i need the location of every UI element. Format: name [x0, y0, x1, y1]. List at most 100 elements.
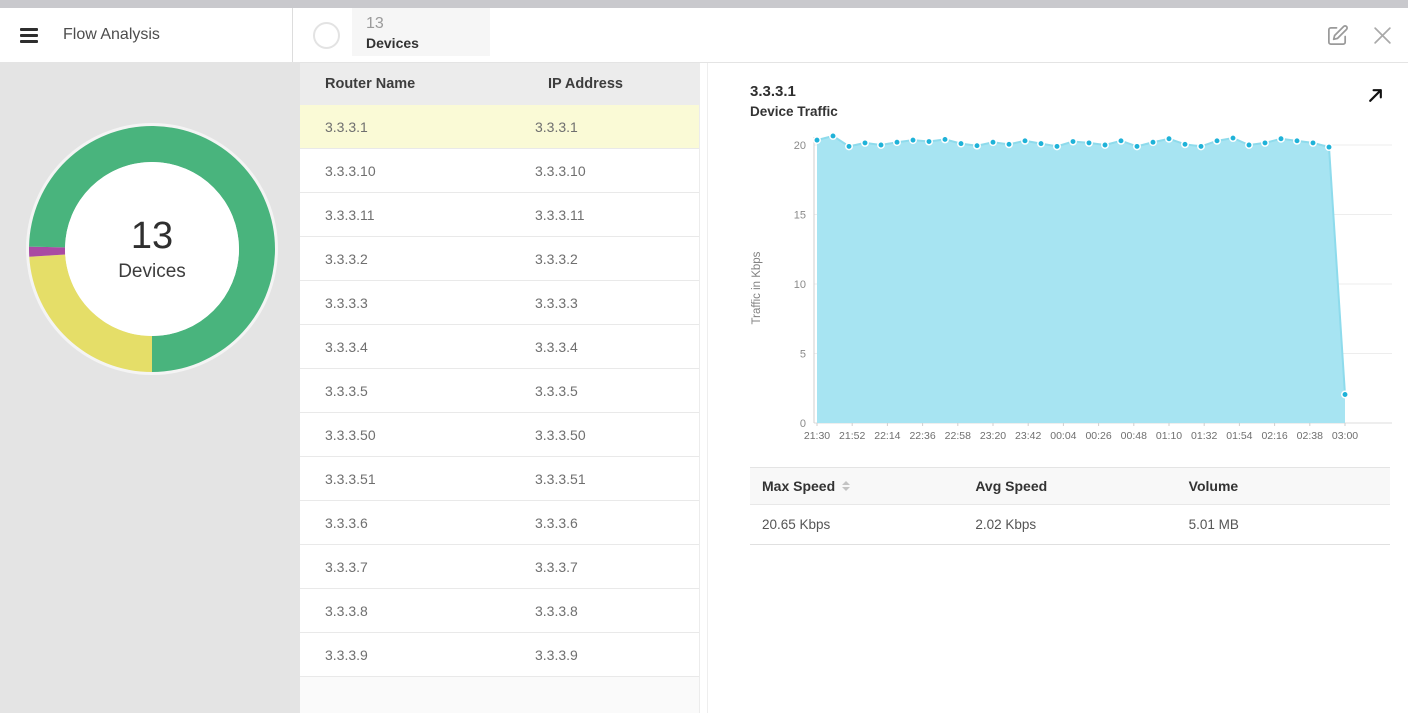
svg-text:20: 20 — [794, 140, 806, 152]
ip-address-cell: 3.3.3.2 — [535, 250, 578, 267]
svg-text:01:10: 01:10 — [1156, 430, 1182, 442]
app-header: Flow Analysis 13 Devices — [0, 8, 1408, 63]
svg-text:01:32: 01:32 — [1191, 430, 1217, 442]
column-header-avg-speed[interactable]: Avg Speed — [975, 478, 1048, 494]
svg-text:00:04: 00:04 — [1050, 430, 1076, 442]
traffic-stats-table: Max Speed Avg Speed Volume 20.65 Kbps 2.… — [750, 467, 1390, 545]
svg-text:02:38: 02:38 — [1297, 430, 1323, 442]
svg-text:03:00: 03:00 — [1332, 430, 1358, 442]
ip-address-cell: 3.3.3.10 — [535, 162, 586, 179]
table-row[interactable]: 3.3.3.3 3.3.3.3 — [300, 281, 699, 325]
router-name-cell: 3.3.3.11 — [325, 206, 375, 223]
svg-text:02:16: 02:16 — [1261, 430, 1287, 442]
svg-text:23:42: 23:42 — [1015, 430, 1041, 442]
router-name-cell: 3.3.3.50 — [325, 426, 376, 443]
router-name-cell: 3.3.3.9 — [325, 646, 368, 663]
table-row[interactable]: 3.3.3.2 3.3.3.2 — [300, 237, 699, 281]
donut-svg — [26, 123, 278, 375]
hamburger-menu-icon[interactable] — [20, 27, 38, 43]
router-name-cell: 3.3.3.2 — [325, 250, 368, 267]
stats-table-row: 20.65 Kbps 2.02 Kbps 5.01 MB — [750, 505, 1390, 545]
svg-text:21:52: 21:52 — [839, 430, 865, 442]
edit-pencil-icon — [1328, 24, 1348, 45]
device-table: Router Name IP Address 3.3.3.1 3.3.3.1 3.3… — [300, 63, 700, 713]
svg-text:22:36: 22:36 — [909, 430, 935, 442]
edit-button[interactable] — [1324, 22, 1351, 49]
donut-segment-purple[interactable] — [28, 246, 66, 257]
sort-icon — [842, 481, 851, 491]
svg-text:15: 15 — [794, 210, 806, 222]
expand-button[interactable] — [1365, 85, 1386, 109]
svg-text:Traffic in Kbps: Traffic in Kbps — [751, 251, 763, 324]
max-speed-value: 20.65 Kbps — [762, 517, 831, 532]
header-left: Flow Analysis — [0, 8, 293, 62]
svg-text:21:30: 21:30 — [804, 430, 830, 442]
device-detail-panel: 3.3.3.1 Device Traffic 0 5 10 15 20 Traffic i… — [707, 63, 1408, 713]
table-row[interactable]: 3.3.3.6 3.3.3.6 — [300, 501, 699, 545]
ip-address-cell: 3.3.3.5 — [535, 382, 578, 399]
volume-value: 5.01 MB — [1188, 517, 1239, 532]
sidebar-overview: 13 Devices — [0, 63, 300, 713]
table-row[interactable]: 3.3.3.7 3.3.3.7 — [300, 545, 699, 589]
svg-text:0: 0 — [800, 418, 806, 430]
ip-address-cell: 3.3.3.7 — [535, 558, 578, 575]
ip-address-cell: 3.3.3.9 — [535, 646, 578, 663]
tab-device-count: 13 — [366, 15, 384, 32]
main-content: 13 Devices Router Name IP Address 3.3.3.… — [0, 63, 1408, 713]
stats-table-header: Max Speed Avg Speed Volume — [750, 467, 1390, 505]
router-name-cell: 3.3.3.6 — [325, 514, 368, 531]
table-row[interactable]: 3.3.3.8 3.3.3.8 — [300, 589, 699, 633]
svg-text:23:20: 23:20 — [980, 430, 1006, 442]
router-name-cell: 3.3.3.10 — [325, 162, 376, 179]
traffic-area-chart: 0 5 10 15 20 Traffic in Kbps 21:30 21:52 22:14 22… — [751, 132, 1392, 442]
devices-donut-chart: 13 Devices — [22, 119, 282, 379]
window-top-strip — [0, 0, 1408, 8]
page-title: Flow Analysis — [63, 26, 160, 43]
ip-address-cell: 3.3.3.51 — [535, 470, 586, 487]
column-header-volume[interactable]: Volume — [1188, 478, 1239, 494]
router-name-cell: 3.3.3.1 — [325, 118, 368, 135]
svg-text:00:26: 00:26 — [1085, 430, 1111, 442]
table-row[interactable]: 3.3.3.51 3.3.3.51 — [300, 457, 699, 501]
table-row[interactable]: 3.3.3.50 3.3.3.50 — [300, 413, 699, 457]
router-name-cell: 3.3.3.7 — [325, 558, 368, 575]
ip-address-cell: 3.3.3.6 — [535, 514, 578, 531]
ip-address-cell: 3.3.3.11 — [535, 206, 585, 223]
device-table-header: Router Name IP Address — [300, 63, 699, 105]
ip-address-cell: 3.3.3.3 — [535, 294, 578, 311]
column-header-router-name[interactable]: Router Name — [325, 76, 416, 92]
close-icon — [1374, 26, 1391, 44]
svg-text:01:54: 01:54 — [1226, 430, 1252, 442]
router-name-cell: 3.3.3.5 — [325, 382, 368, 399]
ip-address-cell: 3.3.3.1 — [535, 118, 578, 135]
expand-arrow-icon — [1369, 89, 1382, 102]
svg-text:10: 10 — [794, 279, 806, 291]
router-name-cell: 3.3.3.51 — [325, 470, 376, 487]
router-name-cell: 3.3.3.3 — [325, 294, 368, 311]
ip-address-cell: 3.3.3.4 — [535, 338, 578, 355]
column-header-max-speed[interactable]: Max Speed — [750, 478, 963, 494]
detail-device-title: 3.3.3.1 — [750, 83, 796, 100]
table-row[interactable]: 3.3.3.10 3.3.3.10 — [300, 149, 699, 193]
tab-label: Devices — [366, 35, 419, 51]
device-table-body: 3.3.3.1 3.3.3.1 3.3.3.10 3.3.3.10 3.3.3.11 3.… — [300, 105, 699, 677]
table-row[interactable]: 3.3.3.1 3.3.3.1 — [300, 105, 699, 149]
close-button[interactable] — [1371, 24, 1394, 47]
svg-text:22:58: 22:58 — [945, 430, 971, 442]
svg-text:22:14: 22:14 — [874, 430, 900, 442]
svg-text:5: 5 — [800, 349, 806, 361]
table-row[interactable]: 3.3.3.9 3.3.3.9 — [300, 633, 699, 677]
tab-devices[interactable]: 13 Devices — [352, 8, 490, 56]
detail-chart-subtitle: Device Traffic — [750, 104, 838, 119]
router-name-cell: 3.3.3.8 — [325, 602, 368, 619]
ip-address-cell: 3.3.3.8 — [535, 602, 578, 619]
router-name-cell: 3.3.3.4 — [325, 338, 368, 355]
svg-text:00:48: 00:48 — [1121, 430, 1147, 442]
donut-segment-yellow[interactable] — [29, 254, 152, 372]
table-row[interactable]: 3.3.3.4 3.3.3.4 — [300, 325, 699, 369]
table-row[interactable]: 3.3.3.11 3.3.3.11 — [300, 193, 699, 237]
table-row[interactable]: 3.3.3.5 3.3.3.5 — [300, 369, 699, 413]
tab-status-circle-icon — [313, 21, 340, 49]
avg-speed-value: 2.02 Kbps — [975, 517, 1037, 532]
column-header-ip-address[interactable]: IP Address — [548, 76, 623, 92]
